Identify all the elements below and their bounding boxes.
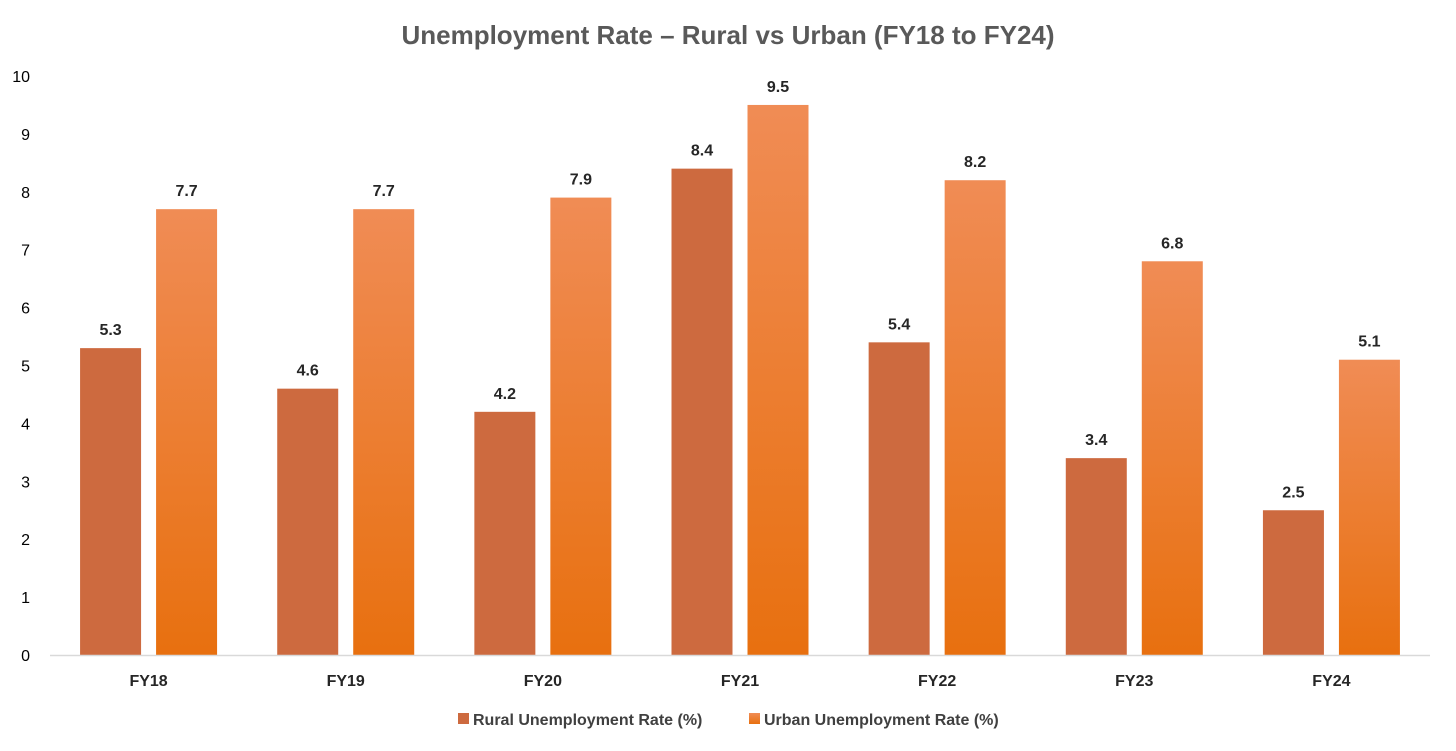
data-label-rural: 2.5 [1282, 484, 1304, 501]
x-tick-label: FY19 [327, 673, 365, 690]
data-label-urban: 9.5 [767, 79, 789, 96]
data-label-urban: 7.9 [570, 172, 592, 189]
y-tick-label: 2 [21, 532, 30, 549]
data-label-urban: 7.7 [175, 183, 197, 200]
y-tick-label: 3 [21, 474, 30, 491]
bar-urban [944, 180, 1006, 655]
bar-urban [353, 209, 415, 656]
bar-urban [156, 209, 218, 656]
x-tick-label: FY24 [1312, 673, 1350, 690]
bar-rural [474, 411, 536, 655]
bar-rural [1262, 510, 1324, 655]
y-tick-label: 5 [21, 359, 30, 376]
x-tick-label: FY18 [129, 673, 167, 690]
data-label-rural: 3.4 [1085, 432, 1107, 449]
data-label-urban: 7.7 [373, 183, 395, 200]
data-label-urban: 6.8 [1161, 235, 1183, 252]
y-tick-label: 9 [21, 127, 30, 144]
legend: Rural Unemployment Rate (%) Urban Unemplo… [458, 712, 999, 729]
x-tick-label: FY22 [918, 673, 956, 690]
data-label-rural: 4.6 [297, 363, 319, 380]
legend-label-urban: Urban Unemployment Rate (%) [764, 712, 999, 729]
legend-swatch-urban [749, 713, 760, 724]
y-tick-label: 10 [12, 69, 30, 86]
y-tick-label: 1 [21, 590, 30, 607]
data-label-rural: 8.4 [691, 143, 713, 160]
bar-rural [80, 348, 142, 655]
legend-swatch-rural [458, 713, 469, 724]
bars [80, 104, 1400, 656]
bar-rural [671, 168, 733, 655]
data-label-urban: 5.1 [1358, 334, 1380, 351]
data-label-rural: 5.3 [99, 322, 121, 339]
y-tick-label: 8 [21, 185, 30, 202]
bar-urban [550, 197, 612, 655]
data-label-rural: 4.2 [494, 386, 516, 403]
data-labels: 5.3 7.7 4.6 7.7 4.2 7.9 8.4 9.5 5.4 8.2 3.4 6.8 2.5 5… [99, 79, 1380, 501]
bar-rural [277, 388, 339, 655]
y-tick-label: 6 [21, 301, 30, 318]
data-label-rural: 5.4 [888, 316, 910, 333]
x-tick-label: FY20 [524, 673, 562, 690]
x-tick-label: FY21 [721, 673, 759, 690]
x-tick-label: FY23 [1115, 673, 1153, 690]
y-axis: 0 1 2 3 4 5 6 7 8 9 10 [12, 69, 30, 665]
y-tick-label: 0 [21, 648, 30, 665]
bar-urban [747, 104, 809, 655]
data-label-urban: 8.2 [964, 154, 986, 171]
y-tick-label: 4 [21, 416, 30, 433]
bar-rural [1065, 458, 1127, 655]
bar-urban [1338, 359, 1400, 655]
y-tick-label: 7 [21, 243, 30, 260]
bar-urban [1141, 261, 1203, 655]
bar-rural [868, 342, 930, 655]
chart-title: Unemployment Rate – Rural vs Urban (FY18… [401, 20, 1054, 50]
x-axis: FY18 FY19 FY20 FY21 FY22 FY23 FY24 [129, 673, 1350, 690]
legend-label-rural: Rural Unemployment Rate (%) [473, 712, 702, 729]
